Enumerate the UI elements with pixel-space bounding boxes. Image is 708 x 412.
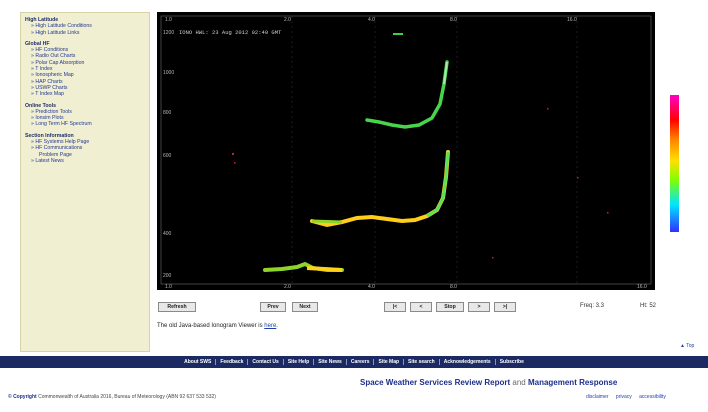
sidebar-item-long-term-hf[interactable]: » Long Term HF Spectrum bbox=[31, 121, 92, 128]
footer-link-about[interactable]: About SWS bbox=[180, 359, 217, 365]
prev-button[interactable]: Prev bbox=[260, 302, 286, 312]
footer-link-feedback[interactable]: Feedback bbox=[216, 359, 249, 365]
review-report-line: Space Weather Services Review Report and… bbox=[360, 378, 618, 387]
sidebar-item-polar-cap[interactable]: » Polar Cap Absorption bbox=[31, 59, 85, 66]
bottom-tick: 1.0 bbox=[165, 284, 172, 290]
left-tick: 400 bbox=[163, 231, 172, 237]
sidebar-section-title: High Latitude bbox=[25, 17, 59, 23]
bottom-tick: 8.0 bbox=[450, 284, 457, 290]
sidebar-item-latest-news[interactable]: » Latest News bbox=[31, 157, 64, 164]
copyright-text: © Copyright Commonwealth of Australia 20… bbox=[8, 394, 216, 400]
top-tick: 8.0 bbox=[450, 17, 457, 23]
to-top-link[interactable]: ▲ Top bbox=[680, 343, 695, 349]
sidebar-item-radio-out-charts[interactable]: » Radio Out Charts bbox=[31, 53, 76, 60]
privacy-link[interactable]: privacy bbox=[615, 394, 632, 400]
sidebar-item-ionospheric-map[interactable]: » Ionospheric Map bbox=[31, 72, 74, 79]
sidebar-item-ionsim-plots[interactable]: » Ionsim Plots bbox=[31, 115, 64, 122]
footer-link-search[interactable]: Site search bbox=[404, 359, 440, 365]
top-tick: 1.0 bbox=[165, 17, 172, 23]
stop-button[interactable]: Stop bbox=[436, 302, 464, 312]
bottom-tick: 2.0 bbox=[284, 284, 291, 290]
footer-nav: About SWS Feedback Contact Us Site Help … bbox=[0, 356, 708, 368]
top-tick: 2.0 bbox=[284, 17, 291, 23]
back-button[interactable]: < bbox=[410, 302, 432, 312]
footer-link-acknowledgements[interactable]: Acknowledgements bbox=[440, 359, 496, 365]
top-tick: 4.0 bbox=[368, 17, 375, 23]
disclaimer-link[interactable]: disclaimer bbox=[586, 394, 609, 400]
footer-link-sitemap[interactable]: Site Map bbox=[374, 359, 405, 365]
copyright-link[interactable]: © Copyright bbox=[8, 394, 37, 400]
refresh-button[interactable]: Refresh bbox=[158, 302, 196, 312]
sidebar-section-title: Global HF bbox=[25, 40, 50, 47]
ionogram-svg: 1.0 2.0 4.0 8.0 16.0 1.0 2.0 4.0 8.0 16.… bbox=[157, 12, 655, 290]
accessibility-link[interactable]: accessibility bbox=[639, 394, 666, 400]
freq-readout: Freq: 3.3 bbox=[580, 303, 605, 309]
sidebar-item-uswp-charts[interactable]: » USWP Charts bbox=[31, 84, 68, 91]
bottom-tick: 16.0 bbox=[637, 284, 647, 290]
top-tick: 16.0 bbox=[567, 17, 577, 23]
sidebar-item-problem-page[interactable]: Problem Page bbox=[39, 151, 72, 158]
sidebar-item-hf-communications[interactable]: » HF Communications bbox=[31, 145, 83, 152]
color-scale-bar bbox=[670, 95, 679, 232]
sidebar-item-t-index[interactable]: » T Index bbox=[31, 66, 53, 73]
left-tick: 600 bbox=[163, 153, 172, 159]
review-report-link[interactable]: Space Weather Services Review Report bbox=[360, 378, 511, 387]
sidebar-section-title: Section Information bbox=[25, 132, 74, 139]
bottom-tick: 4.0 bbox=[368, 284, 375, 290]
ionogram-plot[interactable]: 1.0 2.0 4.0 8.0 16.0 1.0 2.0 4.0 8.0 16.… bbox=[157, 12, 655, 290]
ionogram-header-text: IONO HWL: 23 Aug 2012 02:40 GMT bbox=[179, 29, 282, 36]
footer-link-news[interactable]: Site News bbox=[314, 359, 347, 365]
footer-link-subscribe[interactable]: Subscribe bbox=[499, 359, 524, 365]
java-viewer-link[interactable]: here bbox=[264, 323, 277, 329]
height-readout: Ht: 52 bbox=[640, 303, 657, 309]
sidebar-item-hap-charts[interactable]: » HAP Charts bbox=[31, 78, 63, 85]
footer-link-help[interactable]: Site Help bbox=[284, 359, 315, 365]
left-tick: 1000 bbox=[163, 70, 174, 76]
legal-links: disclaimer privacy accessibility bbox=[580, 394, 666, 400]
sidebar-item-hf-conditions[interactable]: » HF Conditions bbox=[31, 47, 69, 54]
left-tick: 1200 bbox=[163, 30, 174, 36]
sidebar-item-high-latitude-conditions[interactable]: » High Latitude Conditions bbox=[31, 23, 92, 30]
next-button[interactable]: Next bbox=[292, 302, 318, 312]
left-tick: 200 bbox=[163, 273, 172, 279]
sidebar: High Latitude » High Latitude Conditions… bbox=[20, 12, 150, 352]
viewer-link-text: The old Java-based Ionogram Viewer is he… bbox=[157, 323, 278, 329]
footer-link-careers[interactable]: Careers bbox=[347, 359, 375, 365]
sidebar-section-title: Online Tools bbox=[25, 102, 57, 109]
sidebar-item-t-index-map[interactable]: » T Index Map bbox=[31, 91, 64, 98]
sidebar-item-prediction-tools[interactable]: » Prediction Tools bbox=[31, 108, 72, 115]
last-frame-button[interactable]: >| bbox=[494, 302, 516, 312]
management-response-link[interactable]: Management Response bbox=[527, 378, 618, 387]
first-frame-button[interactable]: |< bbox=[384, 302, 406, 312]
sidebar-item-high-latitude-links[interactable]: » High Latitude Links bbox=[31, 29, 80, 36]
forward-button[interactable]: > bbox=[468, 302, 490, 312]
sidebar-item-hf-systems-help[interactable]: » HF Systems Help Page bbox=[31, 139, 90, 146]
footer-link-contact[interactable]: Contact Us bbox=[248, 359, 284, 365]
left-tick: 800 bbox=[163, 110, 172, 116]
